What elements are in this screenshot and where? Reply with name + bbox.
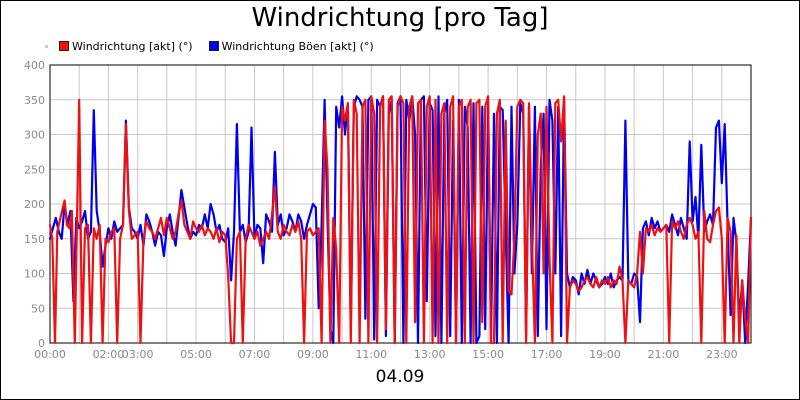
- legend-item-direction: Windrichtung [akt] (°): [59, 40, 193, 53]
- x-tick-label: 11:00: [355, 348, 387, 361]
- y-tick-label: 0: [38, 337, 45, 350]
- x-tick-label: 13:00: [414, 348, 446, 361]
- y-tick-label: 150: [24, 233, 45, 246]
- x-tick-label: 23:00: [706, 348, 738, 361]
- x-tick-label: 05:00: [180, 348, 212, 361]
- plot-border: [49, 64, 752, 344]
- x-tick-label: 03:00: [122, 348, 154, 361]
- legend-label-direction: Windrichtung [akt] (°): [72, 39, 193, 53]
- chart-title: Windrichtung [pro Tag]: [251, 3, 549, 33]
- legend-handle-icon: [45, 44, 48, 48]
- series-line-direction: [48, 95, 753, 345]
- y-tick-label: 50: [31, 302, 45, 315]
- legend-swatch-gust-direction: [208, 41, 219, 51]
- y-tick-label: 400: [24, 59, 45, 72]
- y-tick-label: 300: [24, 129, 45, 142]
- x-tick-label: 21:00: [648, 348, 680, 361]
- legend-label-gust-direction: Windrichtung Böen [akt] (°): [221, 39, 374, 53]
- y-tick-label: 200: [24, 198, 45, 211]
- legend-swatch-direction: [59, 41, 69, 51]
- x-tick-label: 15:00: [472, 348, 504, 361]
- x-tick-label: 17:00: [531, 348, 563, 361]
- y-tick-label: 250: [24, 163, 45, 176]
- legend-item-gust-direction: Windrichtung Böen [akt] (°): [208, 39, 374, 53]
- y-tick-label: 100: [24, 268, 45, 281]
- y-tick-label: 350: [24, 94, 45, 107]
- legend: Windrichtung [akt] (°) Windrichtung Böen…: [45, 38, 390, 54]
- x-tick-label: 07:00: [239, 348, 271, 361]
- x-tick-label: 02:00: [93, 348, 125, 361]
- x-axis-date-label: 04.09: [375, 367, 425, 387]
- x-tick-label: 09:00: [297, 348, 329, 361]
- x-tick-label: 00:00: [34, 348, 66, 361]
- x-tick-label: 19:00: [589, 348, 621, 361]
